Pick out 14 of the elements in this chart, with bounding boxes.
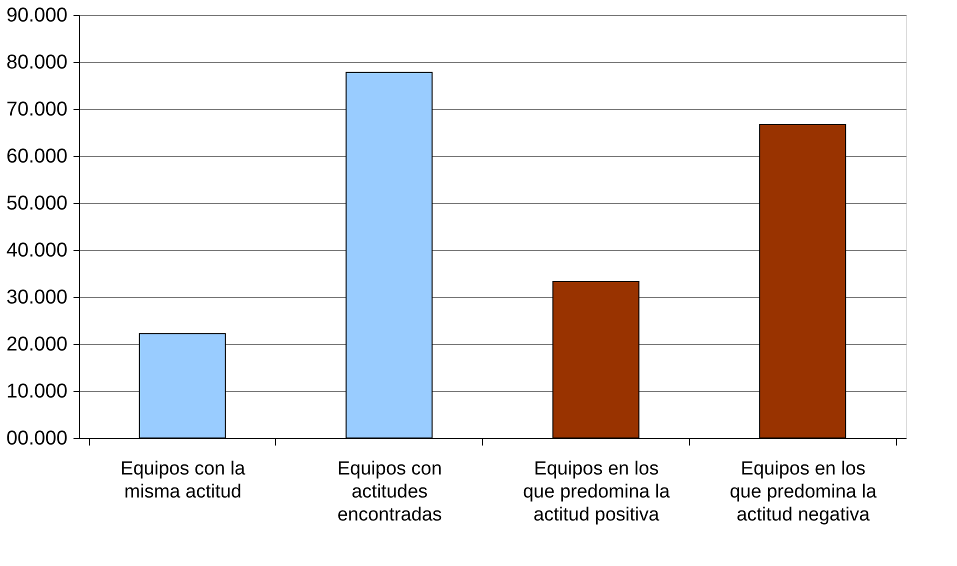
y-tick-label: 20.000 xyxy=(6,334,68,356)
y-tick-label: 00.000 xyxy=(6,428,68,450)
x-tick-label: Equipos en los que predomina la actitud positiva xyxy=(522,458,670,526)
y-tick-label: 50.000 xyxy=(6,192,68,214)
x-tick-label: Equipos con actitudes encontradas xyxy=(337,458,442,526)
y-tick-label: 90.000 xyxy=(6,4,68,26)
y-tick-label: 70.000 xyxy=(6,98,68,120)
y-tick-label: 40.000 xyxy=(6,240,68,262)
y-tick-label: 80.000 xyxy=(6,52,68,74)
x-tick-label: Equipos en los que predomina la actitud negativa xyxy=(730,458,877,526)
y-tick-label: 60.000 xyxy=(6,146,68,168)
x-tick-label: Equipos con la misma actitud xyxy=(120,458,246,502)
y-tick-label: 10.000 xyxy=(6,380,68,402)
y-tick-label: 30.000 xyxy=(6,286,68,308)
